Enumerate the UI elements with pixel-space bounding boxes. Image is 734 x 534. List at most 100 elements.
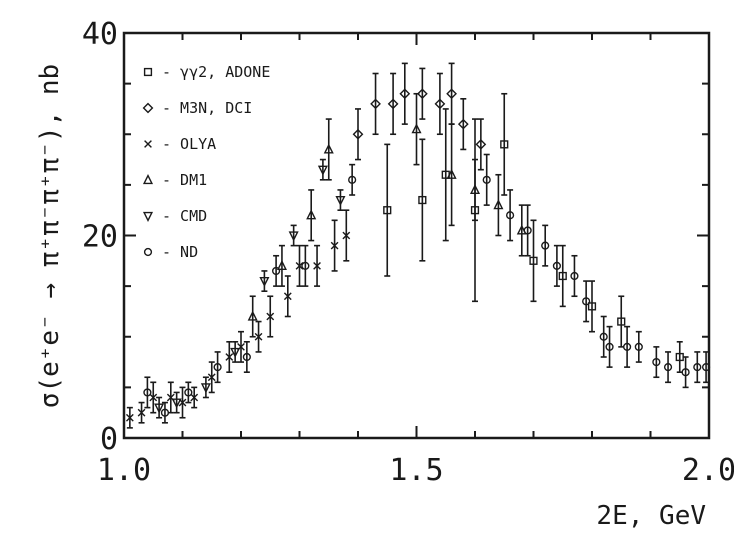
data-point-circle (701, 351, 711, 384)
legend-item-circle: - ND (143, 243, 198, 261)
data-layer (125, 62, 711, 429)
marker-circle (681, 368, 690, 377)
marker-diamond (399, 88, 411, 100)
data-point-cross (266, 295, 275, 338)
marker-square (587, 302, 597, 311)
marker-circle (143, 388, 152, 397)
y-axis-title: σ(e⁺e⁻ → π⁺π⁻π⁺π⁻), nb (35, 64, 65, 408)
data-point-diamond (457, 98, 469, 151)
data-point-cross (225, 341, 234, 373)
data-point-triangle-down (288, 224, 299, 247)
data-point-square (441, 108, 450, 242)
data-point-triangle-up (276, 244, 287, 287)
data-point-triangle-down (200, 376, 211, 399)
data-point-cross (295, 244, 304, 287)
data-point-circle (272, 254, 281, 287)
marker-cross (225, 353, 234, 361)
marker-circle (693, 363, 702, 372)
data-point-diamond (352, 108, 364, 161)
marker-triangle-down (200, 383, 211, 394)
marker-cross (266, 312, 275, 321)
marker-circle (506, 211, 515, 220)
data-point-diamond (475, 118, 487, 171)
marker-square (617, 317, 626, 326)
marker-square (529, 256, 538, 265)
data-point-circle (523, 204, 532, 257)
data-point-cross (330, 219, 339, 272)
marker-square (500, 140, 509, 149)
data-point-cross (178, 386, 187, 419)
legend: - γγ2, ADONE - M3N, DCI - OLYA - DM1 - CMD - … (142, 63, 270, 261)
marker-triangle-down (259, 276, 270, 288)
data-point-diamond (446, 62, 457, 125)
data-point-circle (652, 346, 661, 379)
marker-circle (605, 342, 614, 351)
marker-cross (190, 393, 199, 402)
data-point-triangle-up (411, 92, 422, 166)
x-axis-title: 2E, GeV (596, 501, 706, 531)
data-point-square (587, 280, 597, 333)
marker-cross (149, 393, 158, 402)
data-point-triangle-up (323, 118, 334, 181)
marker-circle (582, 297, 591, 306)
data-point-circle (541, 224, 550, 267)
data-point-circle (552, 244, 562, 287)
data-point-triangle-up (516, 204, 527, 257)
data-point-cross (207, 361, 216, 394)
marker-circle (663, 363, 673, 372)
y-tick-label: 20 (82, 220, 118, 255)
marker-triangle-up (493, 199, 504, 210)
marker-square (383, 206, 392, 215)
data-point-square (418, 138, 427, 262)
y-tick-label: 0 (100, 422, 118, 457)
data-point-triangle-down (171, 391, 182, 414)
marker-circle (523, 226, 532, 235)
legend-label: - M3N, DCI (162, 99, 252, 117)
data-point-cross (313, 244, 321, 287)
data-point-square (500, 92, 509, 196)
data-point-circle (693, 351, 702, 384)
legend-marker-triangle-up (142, 174, 154, 185)
data-point-circle (570, 254, 579, 298)
marker-circle (541, 241, 550, 250)
marker-circle (570, 271, 579, 281)
marker-diamond (446, 88, 457, 100)
marker-circle (599, 332, 608, 341)
marker-circle (213, 363, 222, 372)
legend-marker-triangle-down (142, 211, 154, 222)
marker-triangle-up (306, 209, 317, 220)
data-point-square (675, 341, 684, 373)
marker-triangle-down (171, 398, 182, 409)
data-point-triangle-up (247, 295, 258, 338)
data-point-triangle-up (469, 158, 481, 222)
data-point-circle (582, 280, 591, 323)
marker-diamond (475, 138, 487, 150)
data-point-cross (237, 330, 245, 363)
marker-triangle-down (154, 403, 165, 414)
marker-diamond (434, 98, 446, 110)
marker-cross (207, 373, 216, 382)
data-point-cross (283, 275, 292, 318)
data-point-diamond (434, 72, 446, 136)
marker-diamond (352, 128, 364, 140)
marker-circle (242, 352, 251, 362)
legend-label: - DM1 (162, 171, 207, 189)
marker-cross (283, 292, 292, 301)
marker-triangle-up (276, 259, 287, 270)
legend-item-triangle-down: - CMD (142, 207, 207, 225)
data-point-triangle-up (306, 189, 317, 242)
data-point-circle (634, 330, 643, 363)
marker-circle (348, 175, 357, 184)
legend-marker-cross (144, 140, 152, 148)
data-point-diamond (387, 72, 399, 136)
legend-item-triangle-up: - DM1 (142, 171, 207, 189)
data-point-circle (622, 325, 632, 368)
marker-circle (634, 342, 643, 351)
marker-circle (482, 175, 491, 184)
marker-circle (652, 357, 661, 367)
marker-circle (552, 261, 562, 270)
data-point-circle (143, 376, 152, 409)
data-point-cross (137, 401, 146, 424)
data-point-cross (342, 209, 351, 262)
